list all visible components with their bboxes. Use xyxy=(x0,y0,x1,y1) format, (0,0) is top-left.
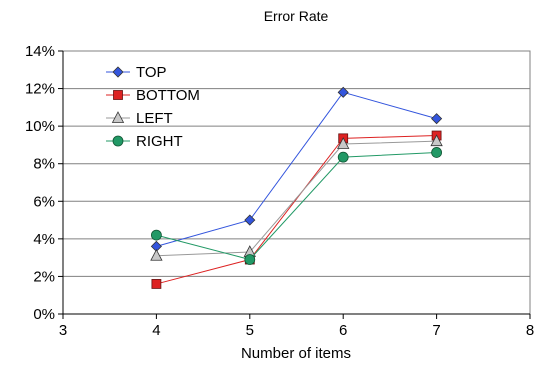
legend: TOP BOTTOM LEFT RIGHT xyxy=(106,64,200,150)
legend-label-left: LEFT xyxy=(136,110,173,127)
data-point-right xyxy=(244,254,256,265)
series-line-top xyxy=(156,91,437,247)
legend-label-bottom: BOTTOM xyxy=(136,87,200,104)
y-tick-label: 8% xyxy=(33,156,55,173)
data-point-left xyxy=(150,248,163,261)
legend-marker-left xyxy=(111,111,125,123)
x-tick-label: 5 xyxy=(246,322,254,339)
legend-label-top: TOP xyxy=(136,64,167,81)
data-point-bottom xyxy=(151,279,162,289)
data-point-right xyxy=(337,151,349,163)
y-tick-label: 6% xyxy=(33,193,55,210)
data-point-left xyxy=(430,134,443,147)
series-right xyxy=(150,147,443,265)
series-line-bottom xyxy=(156,135,437,285)
chart-title: Error Rate xyxy=(264,8,329,24)
x-axis-title: Number of items xyxy=(241,345,351,362)
series-layer xyxy=(150,86,443,289)
x-tick-label: 7 xyxy=(432,322,440,339)
x-tick-label: 8 xyxy=(526,322,534,339)
data-point-top xyxy=(431,113,443,125)
legend-label-right: RIGHT xyxy=(136,133,183,150)
y-tick-label: 2% xyxy=(33,268,55,285)
data-point-right xyxy=(150,229,162,241)
legend-item-top: TOP xyxy=(106,64,167,81)
y-tick-label: 0% xyxy=(33,306,55,323)
legend-marker-top xyxy=(112,66,124,78)
grid-layer xyxy=(62,50,531,315)
data-point-left xyxy=(337,137,350,149)
x-tick-label: 4 xyxy=(152,322,160,339)
plot-area xyxy=(62,50,531,315)
y-tick-label: 4% xyxy=(33,231,55,248)
y-tick-label: 14% xyxy=(25,43,55,60)
series-top xyxy=(150,86,443,252)
legend-item-right: RIGHT xyxy=(106,133,183,150)
axis-layer: 0% 2% 4% 6% 8% 10% 12% 14% 3 4 5 6 7 8 xyxy=(25,43,534,339)
legend-marker-right xyxy=(112,135,124,147)
legend-marker-bottom xyxy=(113,90,123,100)
legend-item-bottom: BOTTOM xyxy=(106,87,200,104)
y-tick-label: 10% xyxy=(25,118,55,135)
series-left xyxy=(150,134,443,261)
x-tick-label: 3 xyxy=(59,322,67,339)
x-tick-label: 6 xyxy=(339,322,347,339)
series-line-left xyxy=(156,140,437,257)
data-point-top xyxy=(244,214,256,226)
data-point-top xyxy=(337,86,349,98)
legend-item-left: LEFT xyxy=(106,110,173,127)
series-line-right xyxy=(156,151,437,261)
y-tick-label: 12% xyxy=(25,81,55,98)
data-point-right xyxy=(431,147,443,158)
